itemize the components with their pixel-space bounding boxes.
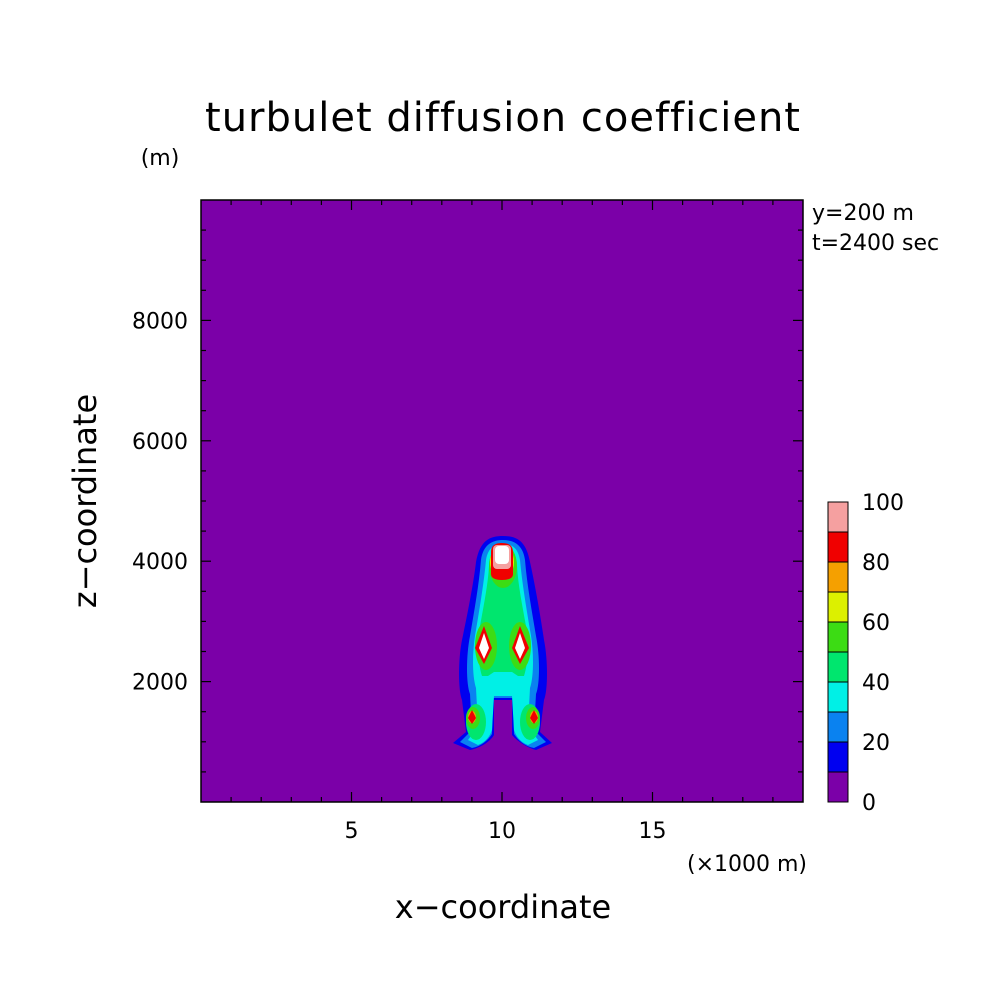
y-axis-label: z−coordinate [66, 394, 104, 608]
y-tick-label: 8000 [132, 309, 188, 334]
contour-max-top [495, 546, 509, 564]
colorbar-swatch [827, 501, 849, 533]
plot-area [200, 199, 804, 803]
x-tick-labels: 5 10 15 [345, 819, 667, 844]
contour-max-mid-left [479, 633, 489, 659]
y-tick-label: 4000 [132, 550, 188, 575]
colorbar-tick-label: 0 [862, 791, 876, 816]
y-tick-labels: 2000 4000 6000 8000 [132, 309, 188, 695]
x-tick-label: 15 [639, 819, 667, 844]
colorbar-swatch [827, 651, 849, 683]
field-background [201, 200, 803, 802]
contour-level-80-lower-left [468, 710, 476, 724]
colorbar-tick-label: 100 [862, 491, 904, 516]
colorbar-swatch [827, 771, 849, 803]
colorbar-tick-label: 80 [862, 551, 890, 576]
colorbar-tick-label: 60 [862, 611, 890, 636]
plot-frame [200, 199, 804, 803]
colorbar-swatch [827, 741, 849, 773]
x-tick-label: 5 [345, 819, 359, 844]
colorbar [827, 501, 849, 803]
chart-title: turbulet diffusion coefficient [205, 95, 801, 141]
y-axis-unit: (m) [141, 146, 180, 171]
annotation-t: t=2400 sec [812, 231, 939, 256]
contour-max-mid-right [515, 633, 525, 659]
colorbar-swatch [827, 711, 849, 743]
colorbar-swatch [827, 561, 849, 593]
plume [453, 536, 552, 750]
x-axis-unit: (×1000 m) [687, 852, 807, 877]
x-axis-label: x−coordinate [395, 888, 611, 926]
colorbar-swatch [827, 621, 849, 653]
colorbar-tick-label: 40 [862, 671, 890, 696]
colorbar-swatch [827, 591, 849, 623]
axis-ticks [201, 200, 803, 802]
y-tick-label: 2000 [132, 671, 188, 696]
annotation-y: y=200 m [812, 201, 914, 226]
colorbar-swatch [827, 681, 849, 713]
colorbar-tick-label: 20 [862, 731, 890, 756]
x-tick-label: 10 [488, 819, 516, 844]
colorbar-swatch [827, 531, 849, 563]
contour-level-80-lower-right [530, 710, 538, 724]
y-tick-label: 6000 [132, 430, 188, 455]
colorbar-labels: 0 20 40 60 80 100 [862, 491, 904, 816]
